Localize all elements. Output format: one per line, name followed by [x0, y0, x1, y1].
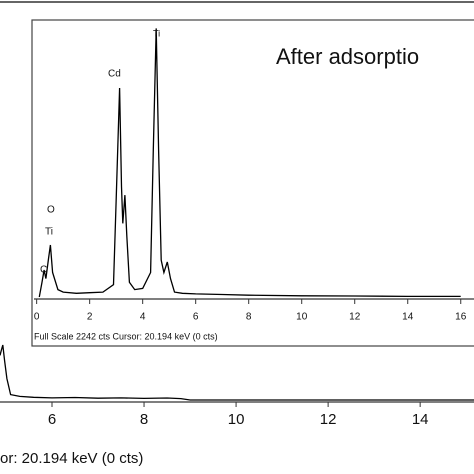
- inset-footer: Full Scale 2242 cts Cursor: 20.194 keV (…: [34, 331, 218, 341]
- x-tick-label: 10: [296, 312, 308, 323]
- inset-plot: 0 2 4 6 8 10 12 14 16: [34, 28, 474, 323]
- annotation: After adsorptio: [276, 44, 419, 69]
- x-tick-label: 2: [87, 312, 93, 323]
- x-tick-label: 6: [48, 411, 56, 428]
- inset-frame: [31, 19, 474, 347]
- outer-footer: or: 20.194 keV (0 cts): [0, 450, 143, 467]
- peak-label: Ti: [45, 227, 53, 238]
- x-tick-label: 12: [349, 312, 361, 323]
- spectrum-line: [0, 344, 474, 401]
- peak-label: Cd: [108, 69, 121, 80]
- outer-plot: 6 8 10 12 14: [0, 344, 474, 428]
- x-tick-label: 12: [320, 411, 337, 428]
- x-tick-label: 0: [34, 312, 40, 323]
- x-tick-label: 14: [402, 312, 414, 323]
- x-tick-label: 8: [140, 411, 148, 428]
- spectrum-line: [38, 28, 461, 298]
- x-tick-label: 4: [140, 312, 146, 323]
- x-tick-label: 10: [228, 411, 245, 428]
- x-tick-label: 14: [412, 411, 429, 428]
- peak-label: C: [40, 265, 47, 276]
- x-tick-label: 16: [455, 312, 467, 323]
- peak-label: Ti: [153, 28, 160, 38]
- peak-label: O: [47, 205, 55, 216]
- x-tick-label: 6: [193, 312, 199, 323]
- x-tick-label: 8: [246, 312, 252, 323]
